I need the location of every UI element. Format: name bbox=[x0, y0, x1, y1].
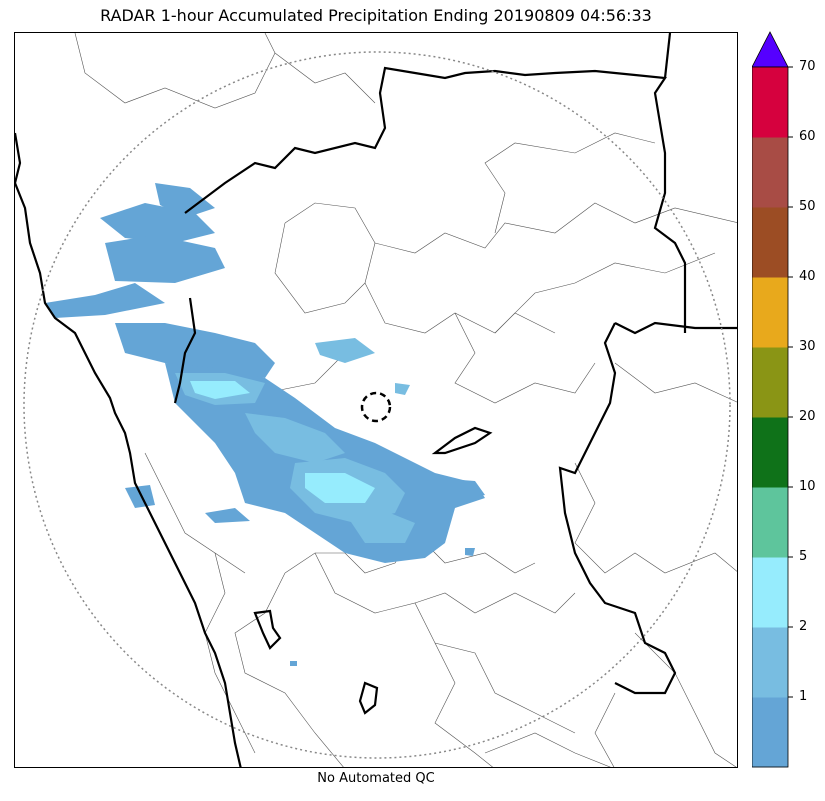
colorbar-tick-label: 50 bbox=[799, 199, 816, 214]
state-borders bbox=[15, 33, 737, 767]
radar-site-marker bbox=[360, 391, 392, 423]
colorbar-bin bbox=[752, 67, 788, 138]
colorbar-bin bbox=[752, 557, 788, 628]
colorbar-tick-label: 30 bbox=[799, 339, 816, 354]
colorbar-tick-label: 70 bbox=[799, 59, 816, 74]
colorbar-tick-label: 5 bbox=[799, 549, 808, 564]
colorbar-bin bbox=[752, 347, 788, 418]
colorbar-tick-label: 10 bbox=[799, 479, 816, 494]
colorbar-bin bbox=[752, 137, 788, 208]
colorbar-extend-arrow bbox=[751, 31, 789, 68]
colorbar-tick-label: 40 bbox=[799, 269, 816, 284]
colorbar-bin bbox=[752, 277, 788, 348]
colorbar-bin bbox=[752, 417, 788, 488]
colorbar-tick-label: 60 bbox=[799, 129, 816, 144]
radar-map bbox=[14, 32, 738, 768]
colorbar-tick-label: 20 bbox=[799, 409, 816, 424]
colorbar-tick-label: 2 bbox=[799, 619, 808, 634]
colorbar-bin bbox=[752, 207, 788, 278]
map-title: RADAR 1-hour Accumulated Precipitation E… bbox=[100, 6, 652, 25]
colorbar-bin bbox=[752, 487, 788, 558]
district-boundaries bbox=[74, 33, 737, 767]
colorbar-tick-label: 1 bbox=[799, 689, 808, 704]
colorbar: 1 2 5 10 20 30 40 50 60 70 bbox=[751, 0, 825, 797]
colorbar-bin bbox=[752, 627, 788, 698]
radar-range-ring bbox=[23, 51, 731, 759]
qc-caption: No Automated QC bbox=[317, 771, 435, 786]
precipitation-field bbox=[45, 183, 485, 666]
colorbar-bin bbox=[752, 697, 788, 768]
